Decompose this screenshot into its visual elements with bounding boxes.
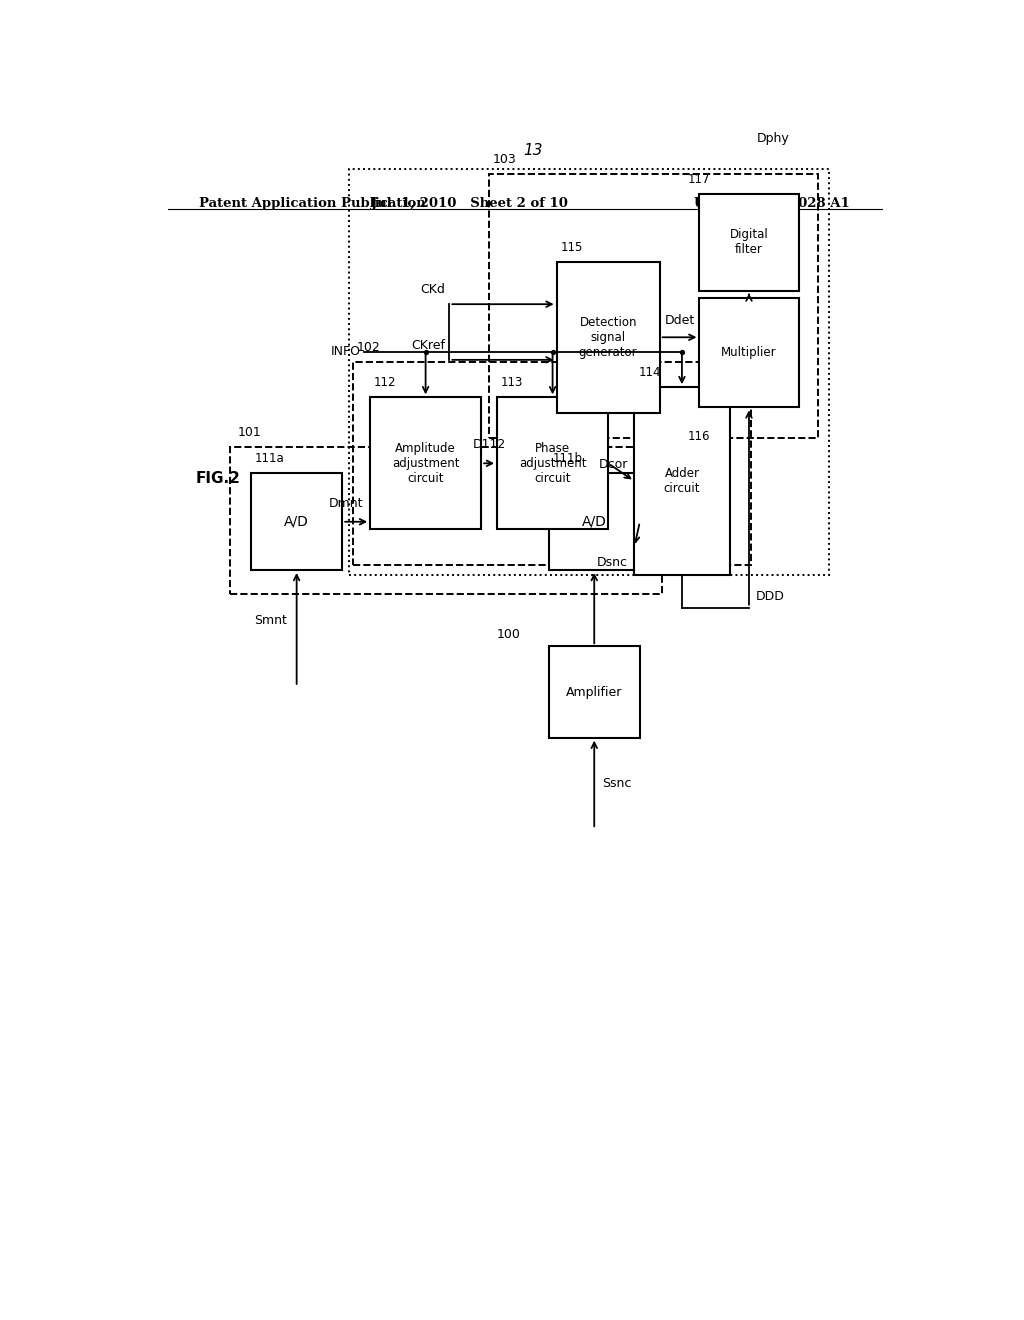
Text: US 2010/0169028 A1: US 2010/0169028 A1	[694, 197, 850, 210]
Text: 112: 112	[374, 376, 396, 389]
Text: CKref: CKref	[412, 339, 445, 351]
Text: Digital
filter: Digital filter	[730, 228, 768, 256]
Text: 103: 103	[494, 153, 517, 165]
Bar	[348, 169, 828, 576]
Text: Jul. 1, 2010   Sheet 2 of 10: Jul. 1, 2010 Sheet 2 of 10	[371, 197, 567, 210]
Text: 13: 13	[523, 144, 543, 158]
Text: 101: 101	[238, 426, 261, 440]
Text: Dcor: Dcor	[599, 458, 628, 471]
Bar	[699, 194, 799, 290]
Text: Ddet: Ddet	[665, 314, 694, 327]
Bar	[497, 397, 608, 529]
Text: 102: 102	[356, 341, 380, 354]
Text: CKd: CKd	[421, 282, 445, 296]
Bar	[549, 647, 640, 738]
Text: D112: D112	[472, 438, 506, 451]
Text: 114: 114	[638, 366, 660, 379]
Text: Dsnc: Dsnc	[597, 556, 628, 569]
Bar	[251, 474, 342, 570]
Text: Dmnt: Dmnt	[329, 496, 364, 510]
Text: Smnt: Smnt	[254, 614, 287, 627]
Text: FIG.2: FIG.2	[196, 471, 241, 486]
Text: 117: 117	[687, 173, 710, 186]
Text: 115: 115	[560, 242, 583, 253]
Text: A/D: A/D	[582, 515, 606, 529]
Bar	[634, 387, 729, 576]
Text: Multiplier: Multiplier	[721, 346, 777, 359]
Text: Adder
circuit: Adder circuit	[664, 467, 700, 495]
Text: 100: 100	[497, 628, 521, 642]
Text: Phase
adjustment
circuit: Phase adjustment circuit	[519, 442, 587, 484]
Text: INFO: INFO	[331, 345, 360, 358]
Text: DDD: DDD	[756, 590, 784, 602]
Bar	[229, 447, 663, 594]
Bar	[557, 263, 659, 412]
Text: Dphy: Dphy	[757, 132, 790, 145]
Text: A/D: A/D	[285, 515, 309, 529]
Text: 111b: 111b	[553, 453, 583, 466]
Bar	[370, 397, 481, 529]
Text: 113: 113	[501, 376, 523, 389]
Bar	[549, 474, 640, 570]
Bar	[699, 297, 799, 408]
Text: 111a: 111a	[255, 453, 285, 466]
Text: Amplitude
adjustment
circuit: Amplitude adjustment circuit	[392, 442, 460, 484]
Text: 116: 116	[687, 430, 710, 442]
Text: Amplifier: Amplifier	[566, 685, 623, 698]
Text: Patent Application Publication: Patent Application Publication	[200, 197, 426, 210]
Text: Detection
signal
generator: Detection signal generator	[579, 315, 638, 359]
Bar	[489, 174, 818, 438]
Text: Ssnc: Ssnc	[602, 777, 632, 789]
Bar	[352, 362, 751, 565]
